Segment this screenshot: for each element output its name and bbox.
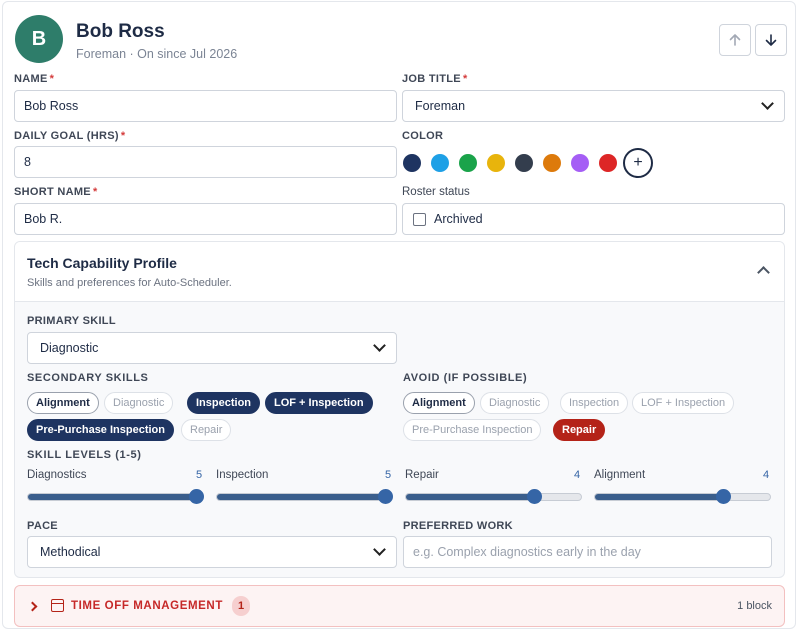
tech-subtitle: Foreman · On since Jul 2026	[76, 47, 238, 61]
color-label: COLOR	[402, 130, 444, 142]
daily-goal-label: DAILY GOAL (HRS) *	[14, 130, 126, 142]
skill-level-label: Inspection	[216, 469, 269, 481]
arrow-down-icon	[765, 34, 777, 46]
avoid-label: AVOID (IF POSSIBLE)	[403, 372, 528, 384]
secondary-skill-pill[interactable]: Inspection	[187, 392, 261, 414]
slider-thumb[interactable]	[526, 489, 542, 504]
color-swatch[interactable]	[459, 154, 477, 172]
color-swatch[interactable]	[515, 154, 533, 172]
avoid-skill-pill[interactable]: Diagnostic	[480, 392, 550, 414]
capability-panel-header[interactable]: Tech Capability Profile Skills and prefe…	[15, 242, 784, 302]
skill-level-value: 5	[385, 469, 392, 481]
slider-thumb[interactable]	[189, 489, 204, 504]
chevron-right-icon[interactable]	[27, 601, 38, 612]
skill-level-label: Diagnostics	[27, 469, 87, 481]
arrow-up-icon	[729, 34, 741, 46]
archived-checkbox[interactable]	[413, 212, 426, 226]
pace-select[interactable]: Methodical	[27, 536, 397, 568]
primary-skill-select[interactable]: Diagnostic	[27, 332, 397, 364]
skill-level-label: Alignment	[594, 469, 646, 481]
avoid-skill-pill[interactable]: Inspection	[560, 392, 629, 414]
time-off-title: TIME OFF MANAGEMENT	[71, 600, 223, 612]
preferred-work-label: PREFERRED WORK	[403, 520, 513, 532]
skill-levels-label: SKILL LEVELS (1-5)	[27, 449, 142, 461]
avoid-skill-pill[interactable]: Alignment	[403, 392, 475, 414]
roster-status-label: Roster status	[402, 186, 470, 198]
color-swatch[interactable]	[487, 154, 505, 172]
name-input[interactable]: Bob Ross	[14, 90, 397, 122]
chevron-down-icon	[373, 339, 386, 352]
time-off-count: 1 block	[737, 600, 772, 612]
tech-name: Bob Ross	[76, 21, 165, 42]
color-swatch[interactable]	[599, 154, 617, 172]
skill-level-value: 4	[574, 469, 581, 481]
color-swatches: +	[403, 148, 653, 178]
calendar-icon	[51, 599, 64, 612]
daily-goal-input[interactable]: 8	[14, 146, 397, 178]
skill-level-value: 5	[196, 469, 203, 481]
color-swatch[interactable]	[543, 154, 561, 172]
short-name-label: SHORT NAME *	[14, 186, 98, 198]
color-swatch[interactable]	[403, 154, 421, 172]
skill-level-slider[interactable]	[405, 493, 582, 501]
archived-checkbox-field[interactable]: Archived	[402, 203, 785, 235]
job-title-select[interactable]: Foreman	[402, 90, 785, 122]
chevron-down-icon	[373, 543, 386, 556]
move-up-button[interactable]	[719, 24, 751, 56]
color-swatch[interactable]	[431, 154, 449, 172]
avoid-skill-pill[interactable]: Repair	[553, 419, 606, 441]
color-swatch[interactable]	[571, 154, 589, 172]
name-label: NAME *	[14, 73, 55, 85]
skill-level-value: 4	[763, 469, 770, 481]
avoid-skill-pill[interactable]: Pre-Purchase Inspection	[403, 419, 542, 441]
move-down-button[interactable]	[755, 24, 787, 56]
skill-level-slider[interactable]	[594, 493, 771, 501]
secondary-skill-pill[interactable]: Repair	[181, 419, 232, 441]
secondary-skill-pill[interactable]: Pre-Purchase Inspection	[27, 419, 174, 441]
secondary-skill-pill[interactable]: Diagnostic	[104, 392, 174, 414]
secondary-skill-pill[interactable]: Alignment	[27, 392, 99, 414]
skill-level-slider[interactable]	[216, 493, 393, 501]
chevron-down-icon	[761, 97, 774, 110]
avoid-skill-pill[interactable]: LOF + Inspection	[632, 392, 735, 414]
skill-level-slider[interactable]	[27, 493, 204, 501]
capability-title: Tech Capability Profile	[27, 255, 177, 271]
archived-label: Archived	[434, 212, 483, 226]
preferred-work-input[interactable]: e.g. Complex diagnostics early in the da…	[403, 536, 772, 568]
add-color-icon[interactable]: +	[623, 148, 653, 178]
slider-thumb[interactable]	[715, 489, 731, 504]
secondary-skills-label: SECONDARY SKILLS	[27, 372, 149, 384]
slider-thumb[interactable]	[378, 489, 393, 504]
time-off-section[interactable]: TIME OFF MANAGEMENT 1 1 block	[14, 585, 785, 627]
short-name-input[interactable]: Bob R.	[14, 203, 397, 235]
pace-label: PACE	[27, 520, 58, 532]
avatar-letter: B	[31, 27, 47, 50]
avatar: B	[15, 15, 63, 63]
skill-level-label: Repair	[405, 469, 439, 481]
primary-skill-label: PRIMARY SKILL	[27, 315, 116, 327]
secondary-skill-pill[interactable]: LOF + Inspection	[265, 392, 373, 414]
capability-panel: Tech Capability Profile Skills and prefe…	[14, 241, 785, 578]
job-title-label: JOB TITLE *	[402, 73, 468, 85]
chevron-up-icon[interactable]	[757, 266, 770, 279]
capability-subtitle: Skills and preferences for Auto-Schedule…	[27, 277, 232, 289]
time-off-badge: 1	[232, 596, 250, 616]
